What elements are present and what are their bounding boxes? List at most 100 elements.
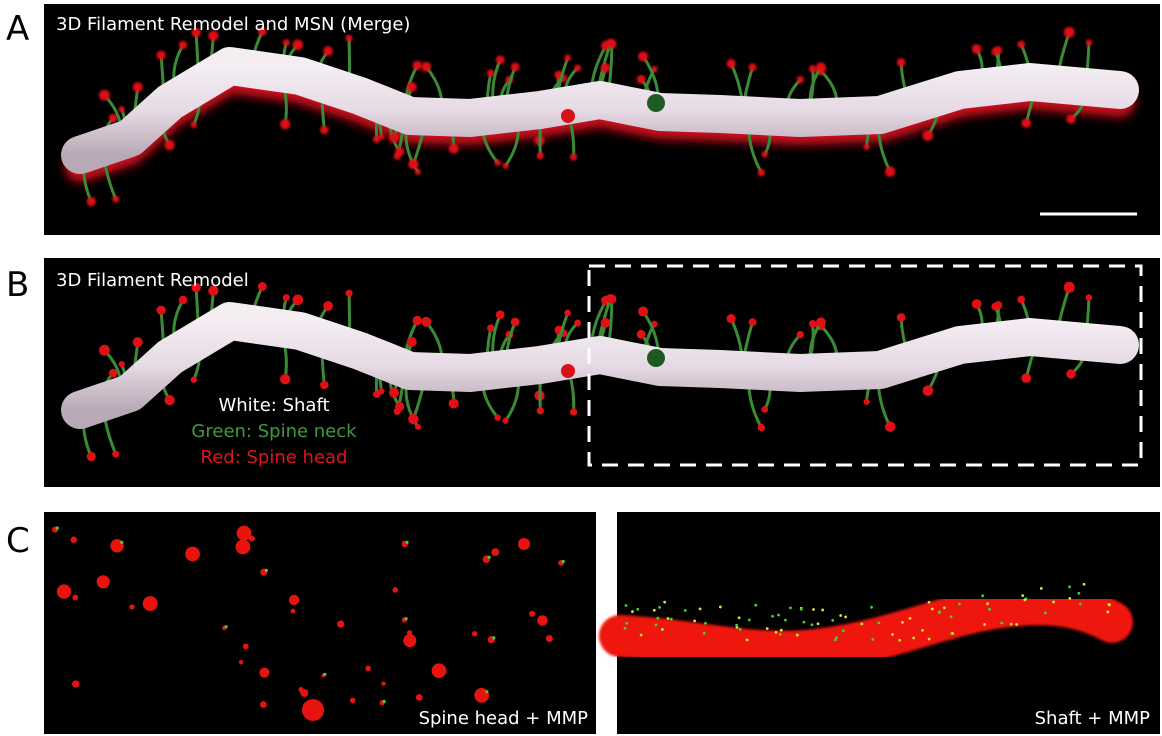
spine-head	[99, 345, 110, 356]
spine-head	[749, 318, 757, 326]
mmp-signal	[323, 673, 326, 676]
mmp-signal	[821, 609, 824, 612]
spine-head	[537, 152, 544, 159]
mmp-signal	[928, 601, 931, 604]
spine-head	[112, 196, 119, 203]
mmp-signal	[1015, 623, 1018, 626]
spine-head	[320, 381, 329, 390]
spine-head-signal	[97, 575, 110, 588]
spine-head	[119, 361, 125, 367]
mmp-signal	[811, 623, 814, 626]
spine-head	[496, 55, 505, 64]
spine-head	[494, 159, 500, 165]
spine-head	[897, 58, 906, 67]
spine-head	[164, 140, 174, 150]
legend-neck: Green: Spine neck	[191, 421, 357, 442]
mmp-signal	[488, 556, 491, 559]
figure: A 3D Filament Remodel and MSN (Merge) B …	[0, 0, 1162, 736]
spine-head	[797, 76, 804, 83]
spine-head	[449, 144, 459, 154]
spine-head	[421, 317, 431, 327]
mmp-signal	[492, 636, 495, 639]
mmp-signal	[909, 617, 912, 620]
spine-head-signal	[518, 538, 530, 550]
spine-head	[607, 294, 616, 303]
spine-head	[1017, 296, 1025, 304]
spine-head	[1017, 41, 1025, 49]
mmp-signal	[784, 619, 787, 622]
spine-head	[112, 451, 119, 458]
mmp-signal	[921, 629, 924, 632]
spine-head	[389, 388, 399, 398]
spine-head	[191, 122, 197, 128]
spine-head-signal	[432, 663, 447, 678]
mmp-signal	[625, 604, 628, 607]
mmp-signal	[624, 627, 627, 630]
mmp-signal	[831, 619, 834, 622]
spine-head	[511, 318, 520, 327]
mmp-signal	[684, 609, 687, 612]
spine-head	[647, 94, 665, 112]
mmp-signal	[943, 606, 946, 609]
spine-head	[537, 407, 544, 414]
spine-head	[863, 399, 869, 405]
spine-head-signal	[239, 660, 243, 664]
spine-head	[749, 63, 757, 71]
mmp-signal	[958, 603, 961, 606]
mmp-signal	[938, 610, 941, 613]
spine-head-signal	[260, 701, 267, 708]
spine-head	[809, 320, 816, 327]
spine-head	[156, 306, 165, 315]
spine-head	[923, 130, 934, 141]
mmp-signal	[986, 602, 989, 605]
spine-head-signal	[129, 604, 134, 609]
spine-head	[415, 424, 421, 430]
legend-head: Red: Spine head	[201, 447, 348, 468]
spine-head	[503, 163, 509, 169]
spine-head	[758, 424, 765, 431]
spine-head	[320, 126, 329, 135]
spine-head	[570, 153, 577, 160]
spine-head	[99, 90, 110, 101]
mmp-signal	[653, 609, 656, 612]
mmp-signal	[748, 618, 751, 621]
spine-head	[389, 133, 399, 143]
spine-head	[421, 62, 431, 72]
spine-head	[816, 317, 826, 327]
spine-head	[574, 319, 581, 326]
spine-head	[761, 406, 768, 413]
spine-head	[164, 395, 174, 405]
spine-head	[897, 313, 906, 322]
mmp-signal	[891, 633, 894, 636]
spine-head	[133, 337, 143, 347]
mmp-signal	[928, 638, 931, 641]
spine-head	[283, 294, 290, 301]
spine-head-signal	[537, 615, 548, 626]
spine-head	[378, 133, 384, 139]
spine-head	[758, 169, 765, 176]
spine-head	[494, 414, 500, 420]
spine-head-signal	[185, 547, 200, 562]
mmp-signal	[1078, 592, 1081, 595]
spine-head	[378, 388, 384, 394]
mmp-signal	[655, 624, 658, 627]
spine-head	[133, 82, 143, 92]
mmp-signal	[1108, 603, 1111, 606]
mmp-signal	[265, 569, 268, 572]
spine-head-signal	[291, 609, 296, 614]
spine-head	[179, 296, 188, 305]
mmp-signal	[640, 634, 643, 637]
spine-head	[561, 364, 575, 378]
mmp-signal	[704, 622, 707, 625]
mmp-signal	[656, 617, 659, 620]
spine-head	[1064, 27, 1075, 38]
mmp-signal	[988, 608, 991, 611]
spine-head	[1086, 294, 1093, 301]
mmp-signal	[842, 629, 845, 632]
mmp-signal	[383, 700, 386, 703]
mmp-signal	[1079, 603, 1082, 606]
mmp-signal	[625, 622, 628, 625]
panel-label: A	[6, 9, 29, 49]
spine-head	[561, 109, 575, 123]
spine-head-signal	[350, 698, 356, 704]
